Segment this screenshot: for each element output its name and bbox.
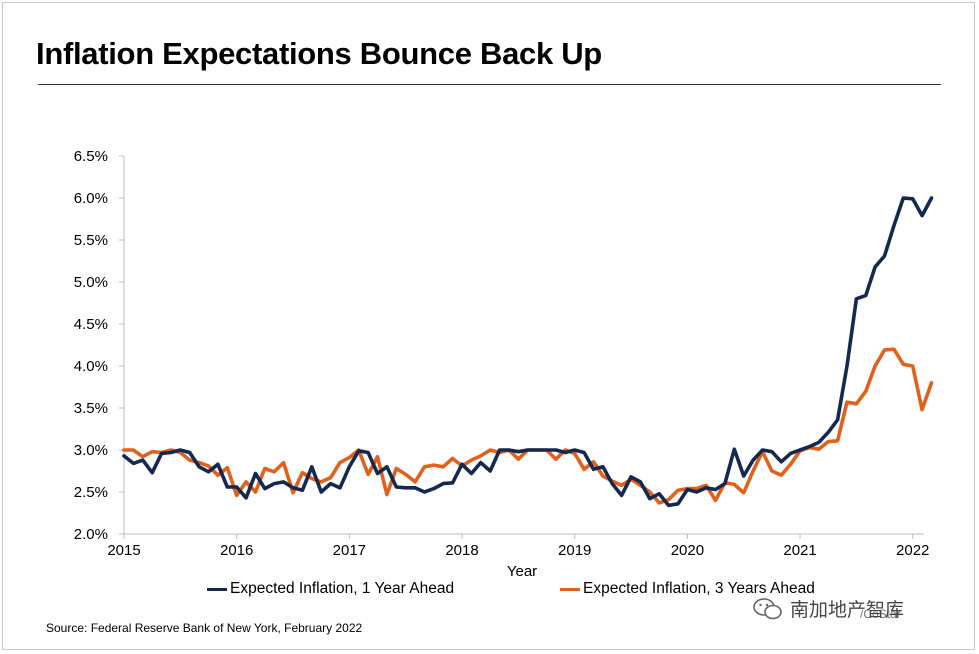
y-tick-label: 3.5% — [74, 400, 108, 417]
y-tick-label: 4.5% — [74, 316, 108, 333]
legend-label-3yr: Expected Inflation, 3 Years Ahead — [583, 580, 815, 597]
legend-swatch-3yr — [560, 587, 580, 591]
x-tick-label: 2018 — [445, 542, 478, 559]
title-divider — [38, 84, 941, 85]
legend-item-1yr: Expected Inflation, 1 Year Ahead — [207, 579, 454, 599]
legend-label-1yr: Expected Inflation, 1 Year Ahead — [230, 580, 455, 597]
x-tick-label: 2019 — [558, 542, 591, 559]
source-note: Source: Federal Reserve Bank of New York… — [46, 621, 363, 635]
watermark-text: 南加地产智库 — [790, 600, 905, 621]
y-tick-label: 2.0% — [74, 526, 108, 543]
y-tick-label: 5.0% — [74, 274, 108, 291]
y-tick-label: 5.5% — [74, 232, 108, 249]
legend-swatch-1yr — [207, 587, 227, 591]
y-tick-label: 4.0% — [74, 358, 108, 375]
series-line-1yr — [122, 196, 934, 508]
chart-title: Inflation Expectations Bounce Back Up — [36, 36, 602, 71]
x-tick-label: 2015 — [107, 542, 140, 559]
x-axis-title: Year — [507, 563, 537, 580]
wechat-icon — [753, 597, 782, 619]
x-tick-label: 2017 — [333, 542, 366, 559]
x-tick-label: 2021 — [783, 542, 816, 559]
legend-item-3yr: Expected Inflation, 3 Years Ahead — [560, 579, 815, 599]
watermark: 南加地产智库 — [752, 595, 904, 622]
series-line-3yr — [122, 347, 934, 505]
plot-area — [122, 196, 934, 508]
y-tick-label: 6.5% — [74, 148, 108, 165]
watermark-subtext: /CoStar — [860, 607, 901, 621]
x-tick-label: 2020 — [671, 542, 704, 559]
x-tick-label: 2022 — [896, 542, 929, 559]
y-tick-label: 2.5% — [74, 484, 108, 501]
x-tick-label: 2016 — [220, 542, 253, 559]
y-tick-label: 3.0% — [74, 442, 108, 459]
axes: 2.0% 2.5% 3.0% 3.5% 4.0% 4.5% 5.0% 5.5% 6.0% 6.5%… — [74, 148, 930, 559]
y-tick-label: 6.0% — [74, 190, 108, 207]
